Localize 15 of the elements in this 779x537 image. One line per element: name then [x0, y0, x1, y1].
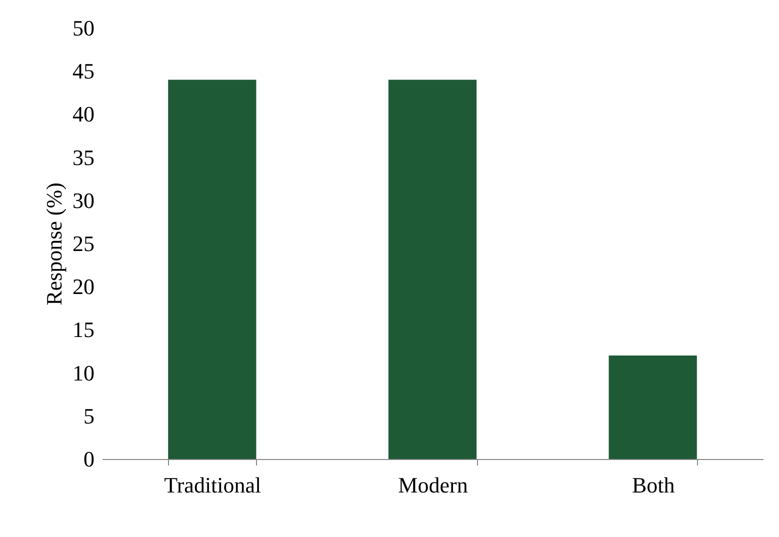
y-tick-label: 35 — [72, 144, 94, 170]
x-tick-label: Modern — [398, 472, 468, 498]
y-tick-label: 25 — [72, 231, 94, 256]
y-tick-label: 20 — [72, 274, 94, 300]
x-tick-label: Traditional — [164, 472, 262, 498]
y-axis-title: Response (%) — [42, 182, 66, 306]
y-tick-label: 0 — [84, 446, 94, 472]
y-tick-label: 50 — [72, 16, 94, 40]
y-tick-label: 5 — [84, 403, 94, 428]
y-tick-label: 15 — [72, 317, 94, 342]
y-tick-label: 40 — [72, 102, 94, 127]
x-tick-label: Both — [632, 472, 675, 498]
y-tick-label: 30 — [72, 188, 94, 213]
y-tick-label: 10 — [72, 360, 94, 386]
y-tick-label: 45 — [72, 58, 94, 84]
